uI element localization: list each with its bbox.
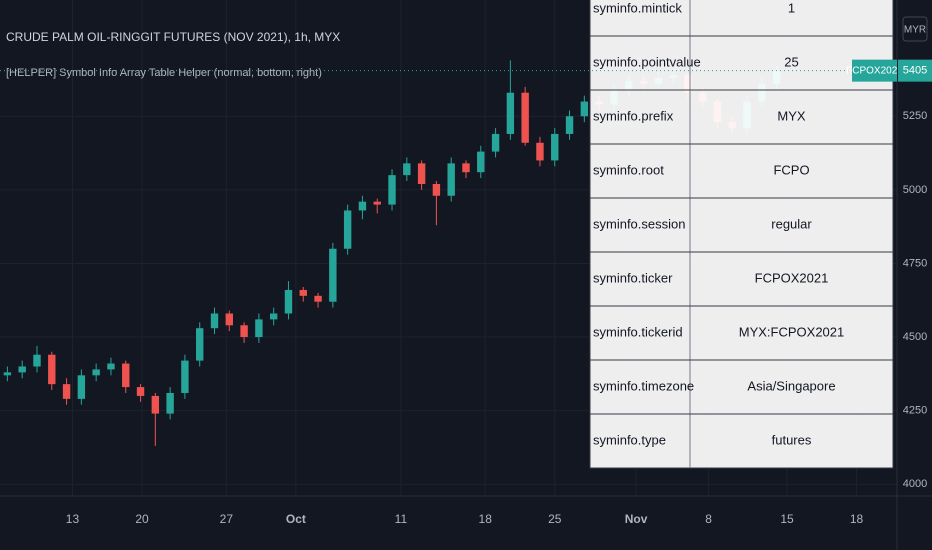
candle-body (33, 354, 41, 367)
table-value: Asia/Singapore (747, 378, 835, 393)
candle-body (565, 116, 574, 134)
candle-body (580, 101, 589, 117)
table-key: syminfo.session (593, 216, 685, 231)
table-value: FCPO (773, 162, 809, 177)
table-value: futures (772, 432, 812, 447)
price-tags: FCPOX2021 5405 (0, 59, 932, 82)
table-key: syminfo.root (593, 162, 664, 177)
y-tick-label: 5250 (903, 110, 927, 122)
candle-body (196, 328, 204, 361)
candle-body (255, 319, 263, 338)
table-value: regular (771, 216, 812, 231)
x-tick-label: 20 (135, 512, 149, 526)
candle-body (491, 133, 500, 152)
candle-body (477, 151, 485, 173)
candle-body (403, 163, 411, 176)
table-value: MYX:FCPOX2021 (739, 324, 845, 339)
candle-body (181, 360, 189, 393)
table-background (589, 0, 894, 469)
x-tick-label: 11 (395, 512, 408, 526)
last-price-tag (898, 59, 932, 82)
x-tick-label: 18 (850, 512, 864, 526)
symbol-tag-label: FCPOX2021 (846, 65, 903, 76)
candle-body (107, 363, 115, 370)
candle-body (506, 92, 515, 134)
candle-body (388, 175, 396, 205)
table-key: syminfo.tickerid (593, 324, 683, 339)
candle-body (225, 313, 233, 326)
candle-body (551, 133, 559, 161)
candle-body (329, 248, 337, 302)
candle-body (3, 372, 12, 376)
table-value: MYX (777, 108, 806, 123)
candle-body (521, 92, 529, 143)
x-tick-label: 25 (548, 512, 562, 526)
currency-box[interactable] (902, 16, 928, 42)
candle-body (417, 163, 426, 184)
candle-body (462, 163, 470, 173)
table-value: 1 (788, 0, 795, 15)
candle-body (166, 392, 174, 414)
y-tick-label: 4000 (903, 478, 927, 490)
x-tick-label: 13 (66, 512, 80, 526)
table: syminfo.mintick 1 syminfo.pointvalue 25 symi… (589, 0, 894, 469)
candle-body (210, 313, 219, 329)
x-tick-label: 8 (705, 512, 712, 526)
chart-title: CRUDE PALM OIL-RINGGIT FUTURES (NOV 2021… (6, 30, 340, 44)
candle-body (48, 354, 56, 385)
x-tick-label: 18 (479, 512, 493, 526)
candle-body (373, 201, 381, 205)
candle-body (447, 163, 455, 196)
currency: MYR (904, 25, 926, 36)
y-tick-label: 4750 (903, 257, 927, 269)
candle-body (358, 201, 367, 211)
candle-body (314, 295, 322, 302)
table-value: 25 (784, 54, 798, 69)
candle-body (151, 395, 160, 414)
candle-body (77, 375, 86, 399)
x-tick-label: 15 (780, 512, 794, 526)
table-key: syminfo.prefix (593, 108, 674, 123)
candle-body (240, 325, 248, 338)
candle-body (432, 183, 441, 196)
table-key: syminfo.type (593, 432, 666, 447)
candle-body (536, 142, 544, 161)
x-tick-label: Oct (286, 512, 306, 526)
candle-body (284, 289, 293, 314)
table-key: syminfo.ticker (593, 270, 673, 285)
last-price-label: 5405 (903, 65, 927, 77)
y-tick-label: 4500 (903, 331, 927, 343)
y-tick-label: 4250 (903, 405, 927, 417)
symbol-tag (852, 59, 897, 82)
x-tick-label: 27 (220, 512, 234, 526)
table-key: syminfo.mintick (593, 0, 682, 15)
table-value: FCPOX2021 (755, 270, 829, 285)
candle-body (122, 363, 130, 388)
y-tick-label: 5000 (903, 184, 927, 196)
indicator-label: [HELPER] Symbol Info Array Table Helper … (6, 67, 322, 79)
candle-body (299, 289, 307, 296)
table-key: syminfo.pointvalue (593, 54, 701, 69)
candle-body (343, 210, 352, 249)
table-key: syminfo.timezone (593, 378, 694, 393)
x-tick-label: Nov (625, 512, 648, 526)
candle-body (136, 387, 145, 396)
candle-body (62, 384, 71, 399)
candle-body (18, 366, 26, 373)
candle-body (92, 369, 100, 376)
candle-body (269, 313, 278, 320)
